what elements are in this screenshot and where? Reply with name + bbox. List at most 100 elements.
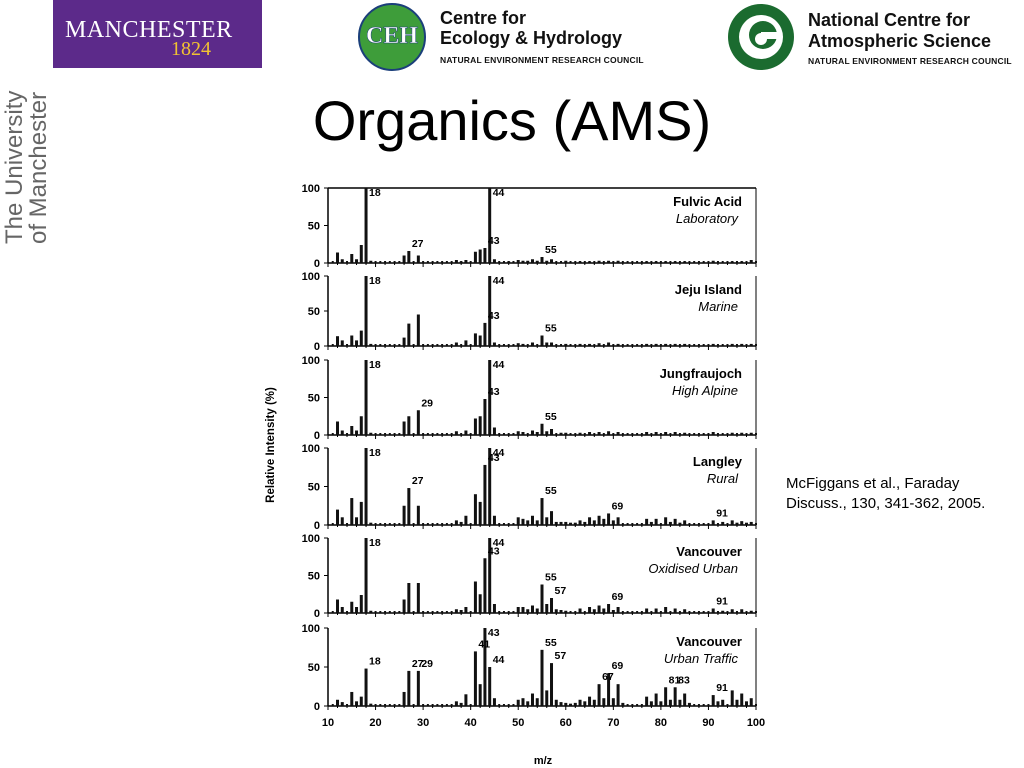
peak-label: 44 [493,275,505,287]
baseline-dot [393,704,396,706]
spectrum-bar [483,464,487,525]
spectrum-bar [740,261,744,263]
spectrum-bar [530,605,534,613]
baseline-dot [659,433,662,435]
baseline-dot [631,344,634,346]
baseline-dot [460,433,463,435]
baseline-dot [583,344,586,346]
spectrum-bar [607,604,611,613]
spectrum-bar [364,448,368,525]
baseline-dot [393,523,396,525]
baseline-dot [379,344,382,346]
baseline-dot [726,261,729,263]
spectrum-bar [744,522,748,525]
x-tick-label: 10 [322,717,334,729]
baseline-dot [388,261,391,263]
spectrum-bar [588,517,592,525]
peak-label: 91 [716,596,728,608]
spectrum-bar [550,511,554,525]
spectrum-bar [683,609,687,613]
spectrum-bar [454,701,458,706]
baseline-dot [659,344,662,346]
baseline-dot [626,704,629,706]
peak-label: 55 [545,411,557,423]
baseline-dot [441,611,444,613]
spectrum-bar [459,610,463,613]
spectrum-bar [416,314,420,346]
spectrum-bar [369,432,373,435]
spectrum-bar [583,521,587,525]
spectrum-bar [416,583,420,613]
spectrum-bar [478,684,482,706]
baseline-dot [602,433,605,435]
ceh-emblem: CEH [358,3,426,71]
spectrum-bar [369,703,373,706]
baseline-dot [436,433,439,435]
spectrum-bar [526,260,530,263]
baseline-dot [450,433,453,435]
baseline-dot [693,261,696,263]
baseline-dot [716,611,719,613]
x-tick-label: 30 [417,717,429,729]
peak-label: 18 [369,187,381,199]
university-line1: The University [1,91,28,244]
spectrum-bar [744,701,748,706]
baseline-dot [631,433,634,435]
peak-label: 29 [421,397,433,409]
baseline-dot [716,433,719,435]
y-tick-label: 50 [308,662,320,674]
spectrum-bar [407,583,411,613]
spectrum-bar [740,343,744,346]
baseline-dot [346,611,349,613]
baseline-dot [422,523,425,525]
spectrum-bar [749,610,753,613]
spectrum-bar [550,663,554,706]
baseline-dot [507,433,510,435]
spectrum-bar [464,340,468,346]
baseline-dot [721,261,724,263]
baseline-dot [574,433,577,435]
spectrum-bar [550,429,554,435]
peak-label: 43 [488,310,500,322]
baseline-dot [755,704,757,706]
spectrum-bar [535,520,539,525]
baseline-dot [526,344,529,346]
baseline-dot [526,433,529,435]
peak-label: 43 [488,386,500,398]
baseline-dot [498,704,501,706]
baseline-dot [512,704,515,706]
spectrum-bar [526,520,530,525]
spectrum-bar [597,260,601,263]
baseline-dot [502,523,505,525]
baseline-dot [702,344,705,346]
spectrum-bar [364,538,368,613]
baseline-dot [688,523,691,525]
spectrum-bar [459,521,463,525]
peak-label: 18 [369,447,381,459]
spectrum-bar [683,520,687,525]
baseline-dot [512,433,515,435]
peak-label: 81 [669,674,681,686]
spectrum-bar [516,517,520,525]
baseline-dot [626,261,629,263]
spectrum-bar [711,520,715,525]
baseline-dot [612,433,615,435]
spectrum-bar [402,421,406,435]
spectrum-bar [355,259,359,263]
baseline-dot [331,704,334,706]
baseline-dot [555,261,558,263]
baseline-dot [735,433,738,435]
spectrum-bar [721,699,725,706]
spectrum-bar [588,343,592,346]
baseline-dot [707,261,710,263]
baseline-dot [574,261,577,263]
spectrum-bar [573,702,577,706]
baseline-dot [412,261,415,263]
manchester-logo-name: MANCHESTER [65,17,233,43]
spectrum-bar [483,558,487,613]
baseline-dot [693,704,696,706]
baseline-dot [631,261,634,263]
ceh-line1: Centre for [440,8,527,28]
baseline-dot [631,611,634,613]
y-tick-label: 0 [314,520,320,532]
